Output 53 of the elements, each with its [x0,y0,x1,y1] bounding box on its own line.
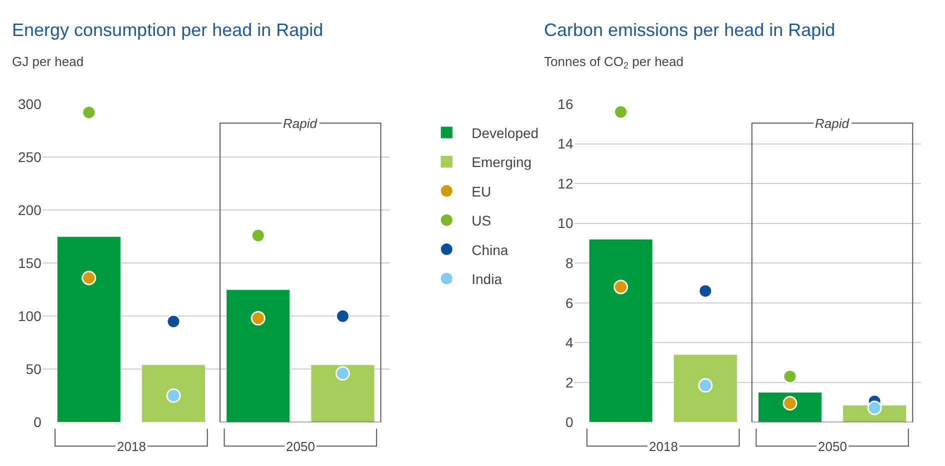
point [250,311,266,326]
chart-title: Energy consumption per head in Rapid [12,20,324,40]
bar [226,289,290,422]
y-tick-label: 12 [558,175,574,192]
point [614,280,628,294]
y-tick-label: 4 [565,334,574,351]
point [698,378,713,393]
legend-label: EU [472,183,492,200]
point [698,284,713,298]
y-tick-label: 100 [18,308,42,324]
y-tick-label: 6 [565,294,574,311]
legend-label: US [472,212,492,229]
point [82,270,96,286]
bar [142,364,206,422]
y-tick-label: 14 [558,136,574,152]
annotation: Rapid [283,116,318,131]
bar [310,364,375,422]
y-tick-label: 0 [34,414,42,430]
y-tick-label: 10 [558,215,574,232]
point [82,105,96,120]
text: 2018 [649,439,678,454]
point [867,400,882,416]
point [335,308,350,324]
text: 2018 [117,439,146,454]
text: 2050 [286,439,315,454]
y-tick-label: 2 [565,374,574,390]
y-tick-label: 50 [26,361,42,378]
text: 2050 [818,439,847,454]
bar [588,238,653,422]
point [782,369,798,384]
chart-title: Carbon emissions per head in Rapid [544,20,836,40]
bar [56,236,121,422]
legend-label: China [472,242,508,258]
point [614,104,628,120]
y-tick-label: 150 [18,255,42,271]
point [250,228,266,243]
y-tick-label: 300 [18,96,42,112]
bar [673,354,738,422]
point [166,314,181,329]
point [335,366,350,381]
y-tick-label: 200 [18,202,42,218]
chart-subtitle: GJ per head [12,54,84,69]
chart-subtitle: Tonnes of CO$_{2}$ per head [544,54,684,71]
point [166,388,181,403]
legend-label: India [472,270,502,287]
y-tick-label: 250 [18,148,42,165]
legend-label: Developed [472,124,539,141]
point [782,396,798,411]
y-tick-label: 16 [558,96,574,112]
y-tick-label: 8 [565,255,574,271]
y-tick-label: 0 [565,414,574,430]
legend-label: Emerging [472,154,532,170]
annotation: Rapid [815,116,850,131]
